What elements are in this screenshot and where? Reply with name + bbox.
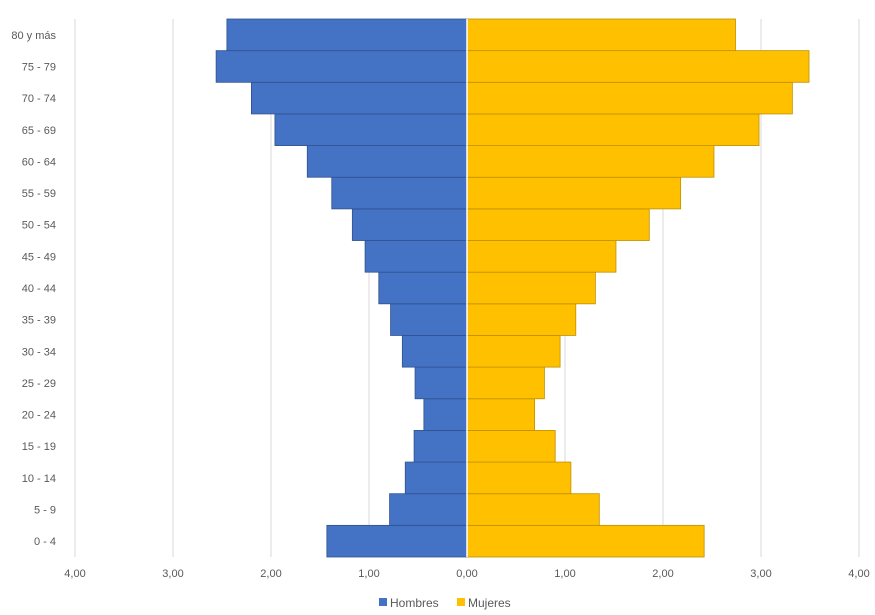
bar-hombres-50-54 [351,208,468,241]
legend: Hombres Mujeres [379,596,511,610]
bar-hombres-20-24 [423,398,468,431]
bar-mujeres-50-54 [466,208,650,241]
x-tick-label: 4,00 [64,568,85,580]
bar-mujeres-45-49 [466,240,617,273]
x-tick-label: 1,00 [554,568,575,580]
bar-hombres-60-64 [306,145,468,178]
bar-mujeres-65-69 [466,113,760,146]
y-tick-label: 35 - 39 [22,315,56,327]
y-tick-label: 0 - 4 [34,536,56,548]
legend-swatch-mujeres [457,598,465,606]
x-tick-label: 3,00 [162,568,183,580]
bar-hombres-5-9 [389,493,468,526]
y-tick-label: 60 - 64 [22,156,56,168]
bar-mujeres-55-59 [466,176,682,210]
x-tick-label: 4,00 [848,568,869,580]
x-tick-label: 0,00 [456,568,477,580]
y-tick-label: 55 - 59 [22,188,56,200]
bar-mujeres-15-19 [466,430,556,463]
bar-hombres-15-19 [413,430,468,463]
y-tick-label: 80 y más [11,30,56,42]
bar-hombres-45-49 [364,240,468,273]
bar-hombres-75-79 [215,50,468,83]
y-axis-labels: 0 - 4 5 - 9 10 - 14 15 - 19 20 - 24 25 - 29 30… [11,30,56,548]
bar-hombres-10-14 [404,461,468,495]
bar-mujeres-70-74 [466,81,793,115]
y-tick-label: 40 - 44 [22,283,56,295]
y-tick-label: 50 - 54 [22,220,56,232]
bar-mujeres-0-4 [466,524,705,558]
y-tick-label: 5 - 9 [34,505,56,517]
bar-mujeres-25-29 [466,366,545,400]
bar-mujeres-30-34 [466,335,561,368]
y-tick-label: 15 - 19 [22,441,56,453]
x-tick-label: 2,00 [652,568,673,580]
bar-hombres-40-44 [378,271,468,305]
bar-hombres-70-74 [250,81,468,115]
bar-mujeres-5-9 [466,493,600,526]
bar-mujeres-20-24 [466,398,536,431]
x-tick-label: 2,00 [260,568,281,580]
bar-mujeres-40-44 [466,271,596,305]
bar-hombres-55-59 [331,176,468,210]
bar-mujeres-35-39 [466,303,577,336]
x-tick-label: 3,00 [750,568,771,580]
legend-label-mujeres: Mujeres [468,596,511,610]
bar-mujeres-10-14 [466,461,572,495]
bar-hombres-35-39 [390,303,468,336]
legend-swatch-hombres [379,598,387,606]
bar-hombres-25-29 [414,366,468,400]
y-tick-label: 70 - 74 [22,93,56,105]
bars [215,18,810,558]
bar-mujeres-75-79 [466,50,810,83]
y-tick-label: 25 - 29 [22,378,56,390]
y-tick-label: 45 - 49 [22,251,56,263]
bar-hombres-80ymás [226,18,468,52]
y-tick-label: 75 - 79 [22,61,56,73]
bar-mujeres-80ymás [466,18,736,52]
legend-label-hombres: Hombres [390,596,439,610]
bar-hombres-30-34 [401,335,468,368]
bar-hombres-65-69 [274,113,468,146]
y-tick-label: 30 - 34 [22,346,56,358]
bar-mujeres-60-64 [466,145,715,178]
bar-hombres-0-4 [326,524,468,558]
x-tick-label: 1,00 [358,568,379,580]
y-tick-label: 10 - 14 [22,473,56,485]
x-axis-labels: 4,00 3,00 2,00 1,00 0,00 1,00 2,00 3,00 4,00 [64,568,869,580]
y-tick-label: 20 - 24 [22,410,56,422]
y-tick-label: 65 - 69 [22,125,56,137]
